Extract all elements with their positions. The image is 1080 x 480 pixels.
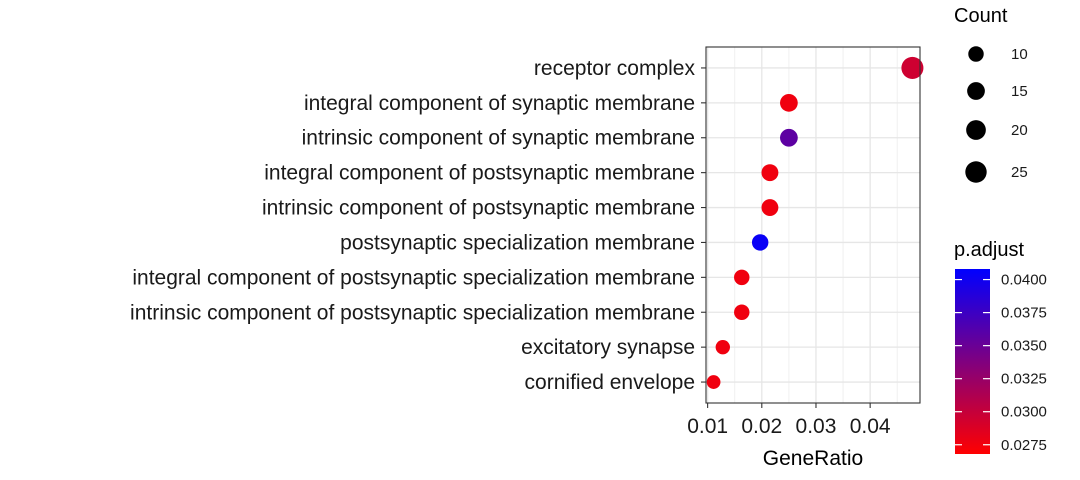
point-excitatory-synapse	[715, 339, 730, 355]
panel-background	[706, 47, 920, 403]
p-adjust-legend: p.adjust 0.0400 0.0375 0.0350 0.0325 0.0300 0…	[954, 239, 1047, 454]
x-axis: 0.01 0.02 0.03 0.04	[687, 403, 891, 438]
count-legend-label-20: 20	[1011, 122, 1028, 139]
category-label-cornified-envelope: cornified envelope	[525, 371, 695, 394]
x-tick-label: 0.04	[850, 415, 891, 438]
point-cornified-envelope	[706, 375, 721, 389]
major-gridlines	[706, 47, 920, 403]
category-label-integral-component-of-postsynaptic-specialization-membrane: integral component of postsynaptic speci…	[132, 266, 695, 289]
category-label-receptor-complex: receptor complex	[534, 57, 696, 80]
count-legend-key-20	[966, 120, 986, 140]
count-legend: Count 10 15 20 25	[954, 5, 1028, 183]
count-legend-label-25: 25	[1011, 164, 1028, 181]
p-adjust-colorbar	[955, 269, 990, 454]
category-label-intrinsic-component-of-postsynaptic-specialization-membrane: intrinsic component of postsynaptic spec…	[130, 301, 695, 324]
x-tick-label: 0.02	[741, 415, 782, 438]
category-label-excitatory-synapse: excitatory synapse	[521, 336, 695, 359]
x-tick-label: 0.01	[687, 415, 728, 438]
point-integral-component-of-postsynaptic-specialization-membrane	[734, 269, 750, 286]
p-adjust-label: 0.0375	[1001, 305, 1047, 322]
count-legend-key-10	[968, 46, 984, 62]
point-intrinsic-component-of-synaptic-membrane	[780, 128, 798, 147]
category-label-intrinsic-component-of-synaptic-membrane: intrinsic component of synaptic membrane	[302, 127, 695, 150]
category-label-postsynaptic-specialization-membrane: postsynaptic specialization membrane	[340, 231, 695, 254]
point-integral-component-of-postsynaptic-membrane	[761, 164, 779, 182]
plot-panel	[705, 46, 924, 404]
count-legend-label-10: 10	[1011, 46, 1028, 63]
panel-border	[705, 46, 921, 404]
count-legend-key-15	[967, 82, 985, 100]
point-intrinsic-component-of-postsynaptic-specialization-membrane	[734, 304, 750, 320]
p-adjust-label: 0.0350	[1001, 338, 1047, 355]
p-adjust-label: 0.0400	[1001, 272, 1047, 289]
category-label-intrinsic-component-of-postsynaptic-membrane: intrinsic component of postsynaptic memb…	[262, 197, 695, 220]
point-integral-component-of-synaptic-membrane	[780, 93, 798, 112]
point-intrinsic-component-of-postsynaptic-membrane	[761, 199, 779, 216]
count-legend-label-15: 15	[1011, 83, 1028, 100]
category-label-integral-component-of-postsynaptic-membrane: integral component of postsynaptic membr…	[264, 162, 695, 185]
count-legend-title: Count	[954, 5, 1008, 27]
count-legend-key-25	[965, 161, 987, 183]
p-adjust-legend-title: p.adjust	[954, 239, 1024, 261]
point-receptor-complex	[901, 56, 924, 79]
p-adjust-label: 0.0325	[1001, 371, 1047, 388]
category-label-integral-component-of-synaptic-membrane: integral component of synaptic membrane	[304, 92, 695, 115]
point-postsynaptic-specialization-membrane	[751, 234, 769, 251]
p-adjust-label: 0.0300	[1001, 404, 1047, 421]
data-points	[706, 56, 924, 389]
x-tick-label: 0.03	[796, 415, 837, 438]
p-adjust-label: 0.0275	[1001, 437, 1047, 454]
y-axis: receptor complex integral component of sy…	[130, 57, 706, 394]
x-axis-title: GeneRatio	[763, 447, 863, 470]
